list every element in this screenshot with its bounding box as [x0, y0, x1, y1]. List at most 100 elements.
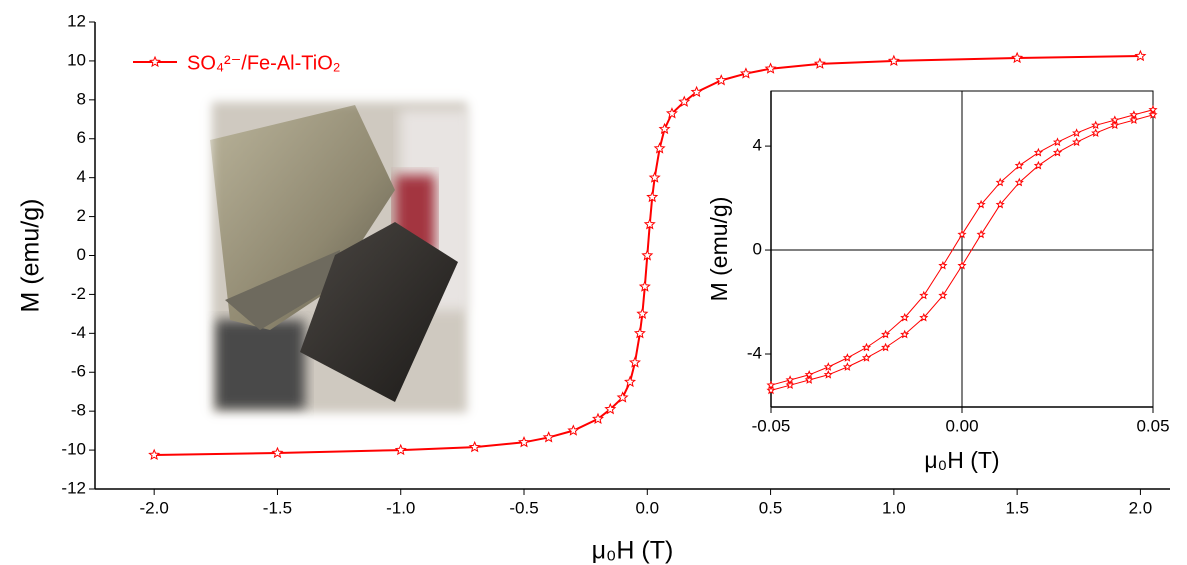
data-point	[468, 440, 481, 453]
data-point	[641, 249, 654, 261]
data-point	[1011, 51, 1024, 64]
data-point	[1052, 147, 1063, 157]
data-point	[995, 177, 1005, 187]
data-point	[653, 142, 666, 154]
data-point	[976, 199, 986, 209]
x-tick-label: 0.00	[945, 416, 978, 435]
data-point	[842, 362, 852, 371]
y-tick-label: 0	[77, 245, 86, 264]
data-point	[648, 171, 661, 183]
data-point	[1014, 177, 1024, 187]
data-point	[919, 312, 929, 322]
y-tick-label: -12	[61, 478, 86, 497]
x-tick-label: -0.05	[752, 416, 791, 435]
data-point	[957, 260, 967, 270]
data-point	[646, 190, 659, 203]
data-point	[976, 229, 986, 239]
x-axis-title: μ₀H (T)	[924, 447, 999, 473]
data-point	[518, 435, 531, 448]
data-point	[567, 424, 580, 436]
data-point	[1091, 120, 1101, 130]
y-tick-label: -4	[71, 323, 86, 342]
data-point	[624, 375, 637, 388]
data-point	[1072, 128, 1082, 137]
data-point	[678, 95, 691, 107]
data-point	[1110, 120, 1120, 130]
data-point	[636, 307, 649, 319]
data-point	[658, 122, 671, 135]
x-axis-title: μ₀H (T)	[592, 537, 674, 565]
y-tick-label: -6	[71, 362, 86, 381]
data-point	[591, 412, 604, 425]
y-tick-label: 10	[67, 50, 86, 69]
data-point	[1033, 147, 1043, 157]
legend-marker	[149, 55, 161, 68]
data-point	[823, 362, 833, 371]
data-point	[643, 218, 656, 230]
data-point	[881, 329, 891, 339]
x-tick-label: -2.0	[140, 498, 169, 517]
data-point	[271, 446, 284, 459]
photo	[191, 81, 489, 434]
data-point	[739, 67, 752, 79]
data-point	[813, 57, 826, 69]
x-tick-label: -1.0	[386, 498, 415, 517]
x-tick-label: -0.5	[509, 498, 538, 517]
data-point	[919, 290, 929, 300]
x-tick-label: -1.5	[263, 498, 292, 517]
inset-chart: -0.05 0.00 0.05 -4 0 4 μ₀H (T) M (emu/g)	[706, 91, 1170, 473]
data-point	[881, 342, 891, 352]
data-point	[861, 342, 872, 352]
data-point	[804, 375, 814, 384]
x-tick-label: 2.0	[1129, 498, 1153, 517]
y-tick-label: -4	[747, 343, 762, 362]
main-chart: -2.0 -1.5 -1.0 -0.5 0.0 0.5 1.0 1.5 2.0 -12 -10 -8 -…	[17, 11, 1170, 565]
data-point	[616, 391, 629, 403]
x-tick-label: 0.05	[1136, 416, 1169, 435]
y-tick-label: -8	[71, 401, 86, 420]
y-axis-title: M (emu/g)	[17, 199, 45, 313]
data-point	[1072, 137, 1082, 147]
data-point	[957, 229, 967, 239]
y-tick-label: 8	[77, 89, 86, 108]
data-point	[1014, 160, 1024, 170]
data-point	[628, 356, 641, 368]
x-tick-label: 0.5	[759, 498, 783, 517]
data-point	[148, 448, 161, 461]
data-point	[900, 329, 910, 339]
data-point	[938, 290, 948, 300]
data-point	[604, 402, 617, 415]
y-tick-label: 4	[77, 167, 86, 186]
y-tick-label: -2	[71, 284, 86, 303]
data-point	[995, 199, 1005, 209]
data-point	[785, 380, 795, 390]
data-point	[861, 353, 872, 362]
y-tick-label: -10	[61, 440, 86, 459]
y-tick-label: 4	[753, 136, 762, 155]
data-point	[938, 260, 948, 270]
y-tick-label: 6	[77, 128, 86, 147]
data-point	[1033, 160, 1043, 170]
data-point	[1052, 137, 1063, 147]
data-point	[900, 312, 910, 322]
data-point	[715, 74, 728, 86]
data-point	[542, 431, 555, 443]
data-point	[665, 107, 678, 119]
legend-label: SO₄²⁻/Fe-Al-TiO₂	[187, 52, 341, 74]
data-point	[823, 369, 833, 379]
data-point	[394, 443, 407, 456]
x-tick-label: 1.0	[882, 498, 906, 517]
data-point	[766, 385, 776, 395]
data-point	[842, 353, 852, 362]
y-axis-title: M (emu/g)	[706, 197, 732, 302]
data-point	[887, 54, 900, 67]
x-tick-label: 1.5	[1005, 498, 1029, 517]
data-point	[1091, 128, 1101, 137]
data-point	[1148, 110, 1158, 119]
x-tick-label: 0.0	[635, 498, 659, 517]
y-tick-label: 2	[77, 206, 86, 225]
data-point	[690, 85, 703, 98]
y-tick-label: 0	[753, 240, 762, 259]
data-point	[1134, 49, 1147, 62]
